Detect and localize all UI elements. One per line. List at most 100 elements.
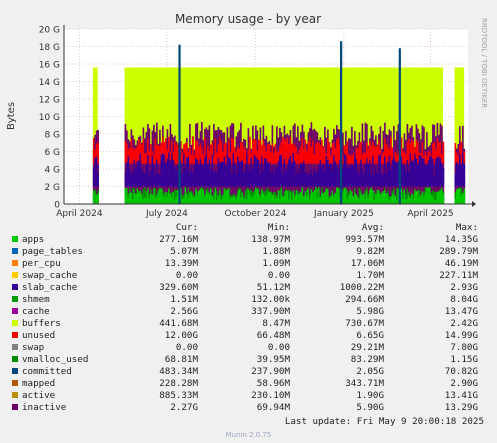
area-apps xyxy=(130,192,133,204)
area-slab_cache xyxy=(400,156,403,187)
area-unused xyxy=(193,155,196,164)
area-slab_cache xyxy=(207,165,209,187)
area-inactive xyxy=(298,140,301,204)
area-slab_cache xyxy=(355,159,358,187)
area-slab_cache xyxy=(363,174,365,187)
area-apps xyxy=(403,189,406,204)
area-apps xyxy=(333,196,335,204)
area-shmem xyxy=(250,189,253,201)
area-slab_cache xyxy=(373,174,376,187)
area-apps xyxy=(154,197,157,204)
area-apps xyxy=(95,195,98,204)
area-unused xyxy=(192,136,194,164)
area-slab_cache xyxy=(312,174,314,187)
area-slab_cache xyxy=(388,155,391,187)
area-unused xyxy=(202,154,205,164)
area-slab_cache xyxy=(135,168,137,187)
legend-row: active 885.33M 230.10M 1.90G 13.41G xyxy=(12,390,478,402)
area-apps xyxy=(171,197,173,204)
area-slab_cache xyxy=(382,174,385,187)
area-slab_cache xyxy=(177,165,179,187)
area-apps xyxy=(193,196,196,204)
area-unused xyxy=(298,150,301,164)
legend-max: 14.99G xyxy=(444,330,478,341)
area-apps xyxy=(238,189,241,204)
area-slab_cache xyxy=(234,162,236,187)
area-slab_cache xyxy=(298,173,301,187)
area-unused xyxy=(405,153,407,164)
area-apps xyxy=(138,193,140,204)
area-unused xyxy=(456,152,458,164)
area-unused xyxy=(271,143,274,164)
area-apps xyxy=(273,195,275,204)
legend-max: 13.47G xyxy=(444,306,478,317)
area-apps xyxy=(361,195,364,204)
area-slab_cache xyxy=(369,160,371,187)
area-unused xyxy=(334,148,337,164)
area-slab_cache xyxy=(283,158,286,187)
area-unused xyxy=(315,143,317,164)
legend-min: 337.90M xyxy=(251,306,290,317)
x-tick-label: October 2024 xyxy=(225,209,287,219)
area-slab_cache xyxy=(463,163,466,187)
y-tick-label: 6 G xyxy=(44,148,60,158)
area-apps xyxy=(264,195,266,204)
area-slab_cache xyxy=(370,175,373,187)
area-apps xyxy=(370,187,373,204)
last-update: Last update: Fri May 9 20:00:18 2025 xyxy=(284,416,484,427)
legend-cur: 1.51M xyxy=(170,294,198,305)
area-unused xyxy=(256,150,259,164)
area-unused xyxy=(301,137,304,164)
area-apps xyxy=(184,187,187,204)
area-unused xyxy=(252,140,254,164)
area-apps xyxy=(135,194,137,204)
area-apps xyxy=(220,199,223,204)
area-apps xyxy=(253,193,256,204)
area-slab_cache xyxy=(432,158,434,187)
data-areas xyxy=(92,41,466,204)
area-apps xyxy=(195,188,197,204)
area-apps xyxy=(396,199,398,204)
area-apps xyxy=(459,188,461,204)
area-slab_cache xyxy=(381,172,383,187)
area-unused xyxy=(357,148,359,164)
area-slab_cache xyxy=(430,156,433,187)
area-apps xyxy=(249,194,251,204)
area-slab_cache xyxy=(429,156,431,187)
area-apps xyxy=(126,188,128,204)
area-inactive xyxy=(259,127,262,204)
y-tick-label: 16 G xyxy=(39,61,60,71)
legend-name: swap_cache xyxy=(22,270,78,281)
area-slab_cache xyxy=(439,158,442,187)
area-slab_cache xyxy=(181,173,184,187)
area-slab_cache xyxy=(250,157,253,187)
area-unused xyxy=(204,137,206,164)
area-inactive xyxy=(235,136,238,204)
area-unused xyxy=(181,153,184,164)
area-unused xyxy=(277,152,280,164)
area-apps xyxy=(426,187,428,204)
legend-swatch xyxy=(12,295,18,302)
legend-min: 0.00 xyxy=(267,342,290,353)
area-unused xyxy=(265,151,268,164)
area-unused xyxy=(198,146,200,164)
area-unused xyxy=(207,145,209,164)
area-slab_cache xyxy=(157,173,160,187)
area-apps xyxy=(309,199,311,204)
area-slab_cache xyxy=(258,160,260,187)
area-apps xyxy=(378,190,380,204)
area-unused xyxy=(331,143,334,164)
area-unused xyxy=(289,136,292,164)
area-slab_cache xyxy=(226,154,229,187)
area-slab_cache xyxy=(394,160,397,187)
x-tick-label: July 2024 xyxy=(145,209,188,219)
area-unused xyxy=(180,141,182,164)
legend-row: cache 2.56G 337.90M 5.98G 13.47G xyxy=(12,306,478,318)
legend-name: slab_cache xyxy=(22,282,78,293)
area-slab_cache xyxy=(129,168,131,187)
area-apps xyxy=(336,187,338,204)
area-unused xyxy=(270,151,272,164)
area-slab_cache xyxy=(169,160,172,187)
area-slab_cache xyxy=(198,163,200,187)
area-unused xyxy=(421,142,424,164)
